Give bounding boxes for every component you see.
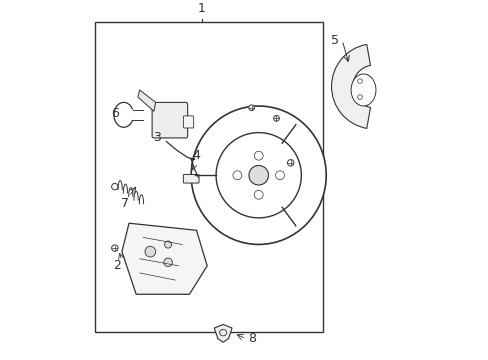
Ellipse shape: [111, 183, 118, 190]
Text: 4: 4: [192, 149, 200, 162]
Text: 6: 6: [111, 107, 119, 120]
FancyBboxPatch shape: [183, 175, 199, 183]
Polygon shape: [138, 90, 155, 111]
Ellipse shape: [164, 241, 171, 248]
Text: 5: 5: [330, 34, 338, 47]
Ellipse shape: [191, 106, 325, 244]
Ellipse shape: [248, 105, 254, 111]
Ellipse shape: [273, 116, 279, 121]
Ellipse shape: [350, 74, 375, 106]
Ellipse shape: [357, 79, 362, 84]
Ellipse shape: [145, 246, 155, 257]
Polygon shape: [122, 223, 207, 294]
Ellipse shape: [111, 245, 118, 251]
Text: 2: 2: [112, 259, 120, 273]
Ellipse shape: [216, 132, 301, 218]
Text: 3: 3: [153, 131, 161, 144]
Bar: [95, 22, 322, 332]
Ellipse shape: [357, 95, 362, 99]
Text: 1: 1: [198, 3, 205, 15]
Text: 7: 7: [121, 197, 129, 210]
Text: 8: 8: [247, 332, 256, 345]
FancyBboxPatch shape: [152, 102, 187, 138]
FancyBboxPatch shape: [183, 116, 193, 128]
Ellipse shape: [287, 159, 293, 166]
Polygon shape: [214, 324, 232, 342]
Wedge shape: [331, 44, 370, 129]
Ellipse shape: [248, 166, 268, 185]
Ellipse shape: [163, 258, 172, 266]
